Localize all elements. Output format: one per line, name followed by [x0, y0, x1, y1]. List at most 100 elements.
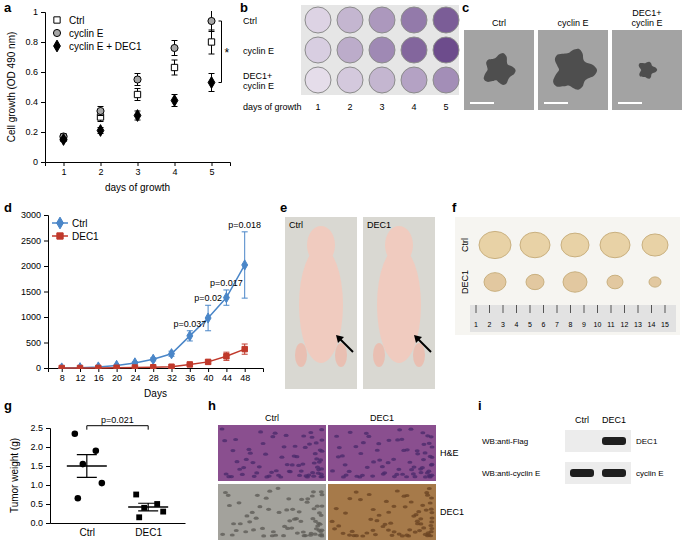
cell-nucleus	[241, 466, 246, 469]
tick-label: 1500	[21, 287, 41, 297]
cell-nucleus	[348, 431, 353, 434]
cell-nucleus	[233, 438, 238, 441]
point	[141, 505, 147, 511]
legend-label: cyclin E	[69, 28, 104, 39]
cell-nucleus	[386, 439, 391, 442]
x-axis: 812162024283236404448	[49, 368, 264, 383]
western-blot: CtrlDEC1WB:anti-FlagDEC1WB:anti-cyclin E…	[482, 415, 664, 484]
cell-nucleus	[220, 427, 225, 430]
photo	[363, 217, 435, 389]
point	[72, 430, 79, 437]
tick-mark	[208, 368, 209, 372]
tick-mark	[46, 428, 50, 429]
well	[433, 37, 459, 63]
tumor	[642, 234, 668, 256]
error-bar	[187, 331, 193, 341]
cell-nucleus	[354, 490, 359, 493]
point	[99, 480, 106, 487]
plot-area	[59, 232, 248, 369]
plate-image: Ctrlcyclin EDEC1+cyclin E12345days of gr…	[243, 5, 459, 112]
photo	[285, 217, 357, 389]
cell-nucleus	[373, 533, 378, 536]
tick-label: 2500	[21, 236, 41, 246]
tick-mark	[46, 447, 50, 448]
x-axis: CtrlDEC1	[51, 523, 186, 538]
blot	[565, 430, 631, 452]
point	[93, 448, 100, 455]
mouse-body	[377, 247, 421, 363]
ruler-label: 5	[528, 321, 532, 328]
image-label: DEC1	[367, 220, 391, 230]
tick: 1	[61, 162, 66, 177]
cell-nucleus	[311, 507, 316, 510]
cell-nucleus	[281, 534, 286, 537]
tick-mark	[46, 485, 50, 486]
column-label: DEC1	[370, 413, 394, 423]
arrow-head	[414, 335, 422, 343]
cell-nucleus	[411, 472, 416, 475]
cell-nucleus	[397, 428, 402, 431]
tick: DEC1	[135, 523, 162, 538]
well	[305, 67, 331, 93]
legend: CtrlDEC1	[52, 217, 99, 241]
cell-nucleus	[392, 530, 397, 533]
cell-nucleus	[270, 435, 275, 438]
cell-nucleus	[292, 455, 297, 458]
marker	[134, 76, 141, 83]
axis-line	[51, 523, 186, 524]
tick: 8	[60, 368, 65, 383]
ruler-label: 11	[607, 321, 614, 328]
tumor	[526, 274, 544, 289]
tick-mark	[41, 72, 45, 73]
error-bar	[205, 360, 211, 364]
tick-label: 12	[76, 373, 86, 383]
antibody-label: WB:anti-cyclin E	[482, 469, 540, 478]
ruler-tick	[584, 305, 585, 313]
cell-nucleus	[427, 442, 432, 445]
micrograph	[328, 425, 436, 481]
tick: 32	[167, 368, 177, 383]
cell-nucleus	[364, 432, 369, 435]
cell-nucleus	[429, 464, 434, 467]
cell-nucleus	[365, 466, 370, 469]
ruler-label: 14	[648, 321, 656, 328]
cell-nucleus	[273, 534, 278, 537]
tumor	[607, 275, 623, 289]
row-label: Ctrl	[460, 238, 470, 252]
cell-nucleus	[260, 527, 265, 530]
well	[337, 37, 363, 63]
cell-nucleus	[391, 505, 396, 508]
cell-nucleus	[377, 514, 382, 517]
y-axis: 050010001500200025003000	[21, 210, 49, 373]
cell-nucleus	[429, 516, 434, 519]
tick-mark	[44, 292, 48, 293]
cell-nucleus	[224, 472, 229, 475]
tick-label: 1	[33, 7, 38, 17]
tick: 1.5	[30, 461, 50, 471]
tick-mark	[41, 102, 45, 103]
marker	[171, 44, 178, 51]
column-label: 3	[379, 102, 384, 112]
image-label: Ctrl	[289, 220, 303, 230]
well	[369, 7, 395, 33]
cell-nucleus	[404, 475, 409, 478]
tick-label: 1000	[21, 312, 41, 322]
row-label: cyclin E	[243, 46, 274, 56]
arrow	[417, 338, 431, 352]
ruler-tick	[516, 305, 517, 313]
tick-mark	[44, 215, 48, 216]
well	[401, 67, 427, 93]
cell-nucleus	[297, 474, 302, 477]
tick-label: 0	[33, 157, 38, 167]
cell-nucleus	[266, 508, 271, 511]
tick: 16	[94, 368, 104, 383]
marker	[96, 365, 101, 369]
ruler-label: 13	[634, 321, 642, 328]
cell-nucleus	[290, 463, 295, 466]
axis-line	[44, 216, 49, 369]
marker	[169, 364, 174, 369]
cell-nucleus	[404, 534, 409, 537]
cell-nucleus	[375, 449, 380, 452]
series	[59, 232, 248, 369]
tick-label: 2.0	[30, 442, 43, 452]
